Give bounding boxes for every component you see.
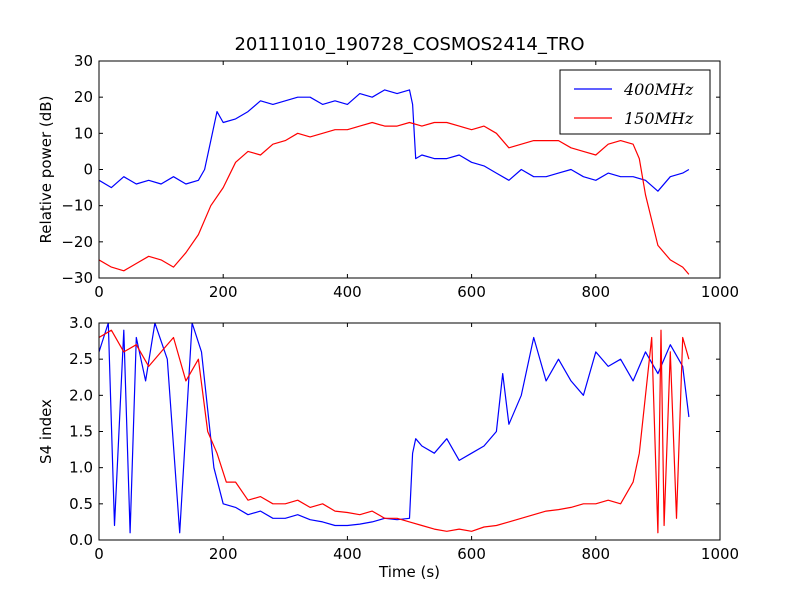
y-tick-label: 2.0 bbox=[69, 386, 93, 404]
x-tick-label: 1000 bbox=[701, 283, 739, 301]
series-line-150mhz bbox=[99, 121, 690, 275]
y-tick-label: 0 bbox=[83, 161, 93, 179]
y-tick-label: 10 bbox=[74, 124, 93, 142]
y-axis-label: Relative power (dB) bbox=[37, 96, 55, 244]
y-tick-label: 20 bbox=[74, 88, 93, 106]
x-tick-label: 600 bbox=[457, 283, 486, 301]
y-tick-label: −20 bbox=[61, 233, 93, 251]
x-tick-label: 0 bbox=[94, 283, 104, 301]
x-tick-label: 200 bbox=[209, 283, 238, 301]
y-tick-label: 30 bbox=[74, 52, 93, 70]
x-tick-label: 400 bbox=[333, 545, 362, 563]
legend-label: 150MHz bbox=[624, 109, 694, 128]
y-tick-label: −10 bbox=[61, 197, 93, 215]
x-tick-label: 0 bbox=[94, 545, 104, 563]
series-line-400mhz bbox=[99, 323, 690, 534]
s4-subplot: 0 200 400 600 800 1000 3.0 2.5 2.0 1.5 1.0 0.5 0.0 S4… bbox=[37, 314, 739, 581]
legend-box bbox=[559, 69, 711, 135]
series-line-150mhz bbox=[99, 329, 690, 534]
y-tick-label: −30 bbox=[61, 269, 93, 287]
x-axis-label: Time (s) bbox=[378, 563, 440, 581]
series-line-400mhz bbox=[99, 89, 690, 192]
x-tick-label: 400 bbox=[333, 283, 362, 301]
x-tick-label: 1000 bbox=[701, 545, 739, 563]
power-subplot: 0 200 400 600 800 1000 30 20 10 0 −10 −20 −30 Relativ… bbox=[37, 34, 739, 301]
x-tick-label: 800 bbox=[581, 545, 610, 563]
y-tick-label: 0.5 bbox=[69, 495, 93, 513]
x-tick-label: 600 bbox=[457, 545, 486, 563]
y-tick-label: 1.0 bbox=[69, 459, 93, 477]
x-tick-label: 200 bbox=[209, 545, 238, 563]
y-tick-label: 2.5 bbox=[69, 350, 93, 368]
y-tick-label: 3.0 bbox=[69, 314, 93, 332]
chart-title: 20111010_190728_COSMOS2414_TRO bbox=[234, 34, 584, 55]
y-tick-label: 0.0 bbox=[69, 531, 93, 549]
x-tick-label: 800 bbox=[581, 283, 610, 301]
legend: 400MHz 150MHz bbox=[559, 69, 711, 135]
y-tick-label: 1.5 bbox=[69, 423, 93, 441]
y-axis-label: S4 index bbox=[37, 399, 55, 464]
legend-label: 400MHz bbox=[623, 80, 694, 99]
